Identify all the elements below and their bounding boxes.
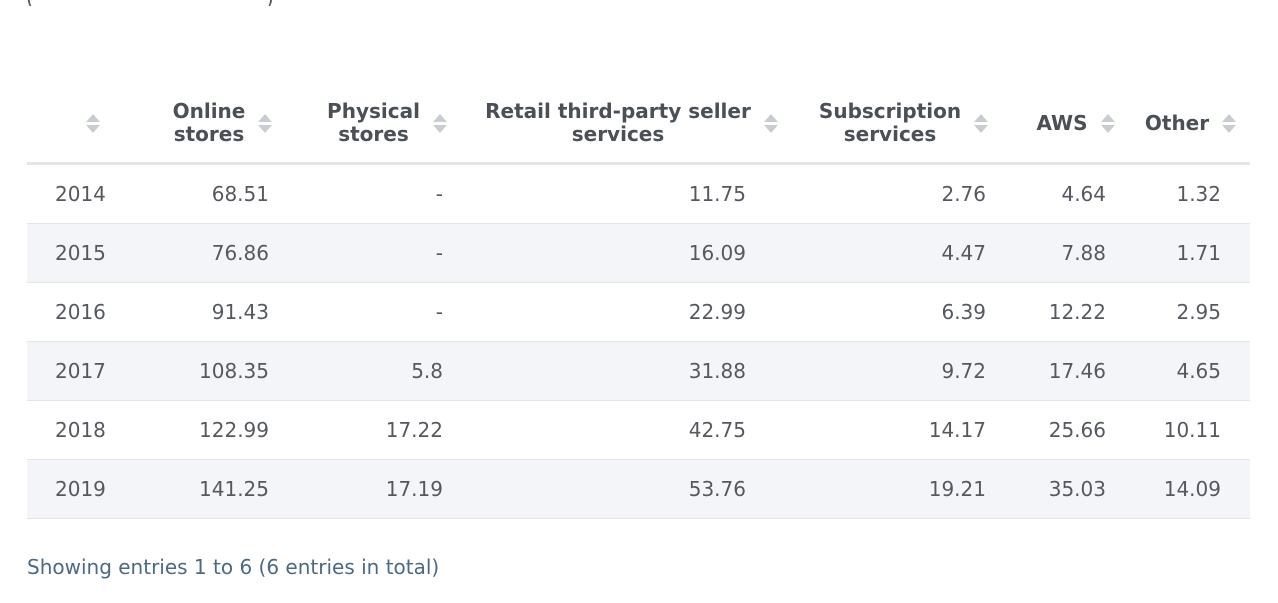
value-cell: 53.76 [476,459,788,519]
value-cell: 16.09 [476,223,788,283]
value-cell: 7.88 [1020,223,1132,283]
header-line: Other [1144,110,1210,135]
value-cell: 42.75 [476,400,788,460]
column-header-label: Online stores [173,100,246,146]
value-cell: 5.8 [299,341,476,401]
sort-arrows-icon[interactable] [1221,113,1237,133]
value-cell: - [299,223,476,283]
table-row: 2016 91.43-22.99 6.39 12.22 2.95 [27,282,1250,342]
value-cell: 4.64 [1020,163,1132,224]
column-header-label: Physical stores [327,100,420,146]
value-cell: 68.51 [147,163,299,224]
column-header-6[interactable]: Other [1132,84,1250,165]
cut-off-caption-fragment: ( ) [26,0,286,6]
entries-summary: Showing entries 1 to 6 (6 entries in tot… [27,555,440,579]
table-row: 2018 122.99 17.22 42.75 14.17 25.66 10.11 [27,400,1250,460]
table-body: 2014 68.51-11.75 2.76 4.64 1.32 2015 76.86-16.… [27,163,1250,519]
value-cell: 6.39 [788,282,1020,342]
value-cell: 14.09 [1132,459,1250,519]
data-table: Online stores Physical stores Retail third-p… [27,84,1250,519]
column-header-label: Other [1144,110,1210,135]
value-cell: 31.88 [476,341,788,401]
row-year-cell: 2014 [27,163,147,224]
value-cell: 122.99 [147,400,299,460]
value-cell: - [299,163,476,224]
header-line: Retail third-party seller [485,99,751,123]
open-paren: ( [26,0,34,6]
column-header-2[interactable]: Physical stores [299,84,476,165]
value-cell: 4.65 [1132,341,1250,401]
value-cell: 91.43 [147,282,299,342]
row-year-cell: 2015 [27,223,147,283]
header-line: stores [338,122,409,146]
value-cell: 12.22 [1020,282,1132,342]
table-row: 2019 141.25 17.19 53.76 19.21 35.03 14.09 [27,459,1250,519]
header-line: Physical [327,99,420,123]
column-header-0[interactable] [27,84,147,165]
column-header-label: AWS [1036,110,1088,135]
column-header-4[interactable]: Subscription services [788,84,1020,165]
row-year-cell: 2019 [27,459,147,519]
value-cell: - [299,282,476,342]
value-cell: 17.22 [299,400,476,460]
value-cell: 17.19 [299,459,476,519]
value-cell: 108.35 [147,341,299,401]
table-row: 2014 68.51-11.75 2.76 4.64 1.32 [27,163,1250,224]
row-year-cell: 2017 [27,341,147,401]
sort-arrows-icon[interactable] [1100,113,1116,133]
header-line: stores [173,122,245,146]
value-cell: 19.21 [788,459,1020,519]
column-header-label: Subscription services [819,100,961,146]
value-cell: 9.72 [788,341,1020,401]
value-cell: 35.03 [1020,459,1132,519]
value-cell: 10.11 [1132,400,1250,460]
sort-arrows-icon[interactable] [973,113,989,133]
sort-arrows-icon[interactable] [85,113,101,133]
header-line: Subscription [818,99,962,123]
value-cell: 25.66 [1020,400,1132,460]
header-line: services [843,122,937,146]
value-cell: 141.25 [147,459,299,519]
value-cell: 17.46 [1020,341,1132,401]
sort-arrows-icon[interactable] [763,113,779,133]
column-header-3[interactable]: Retail third-party seller services [476,84,788,165]
value-cell: 76.86 [147,223,299,283]
table-row: 2015 76.86-16.09 4.47 7.88 1.71 [27,223,1250,283]
header-line: services [571,122,665,146]
value-cell: 1.32 [1132,163,1250,224]
row-year-cell: 2016 [27,282,147,342]
row-year-cell: 2018 [27,400,147,460]
column-header-label: Retail third-party seller services [485,100,751,146]
header-row: Online stores Physical stores Retail third-p… [27,84,1250,165]
column-header-5[interactable]: AWS [1020,84,1132,165]
value-cell: 14.17 [788,400,1020,460]
value-cell: 11.75 [476,163,788,224]
value-cell: 22.99 [476,282,788,342]
value-cell: 4.47 [788,223,1020,283]
header-line: Online [172,99,246,123]
close-paren: ) [266,0,274,6]
table-row: 2017 108.35 5.8 31.88 9.72 17.46 4.65 [27,341,1250,401]
sort-arrows-icon[interactable] [432,113,448,133]
value-cell: 2.76 [788,163,1020,224]
value-cell: 2.95 [1132,282,1250,342]
column-header-1[interactable]: Online stores [147,84,299,165]
header-line: AWS [1036,110,1088,135]
value-cell: 1.71 [1132,223,1250,283]
sort-arrows-icon[interactable] [257,113,273,133]
